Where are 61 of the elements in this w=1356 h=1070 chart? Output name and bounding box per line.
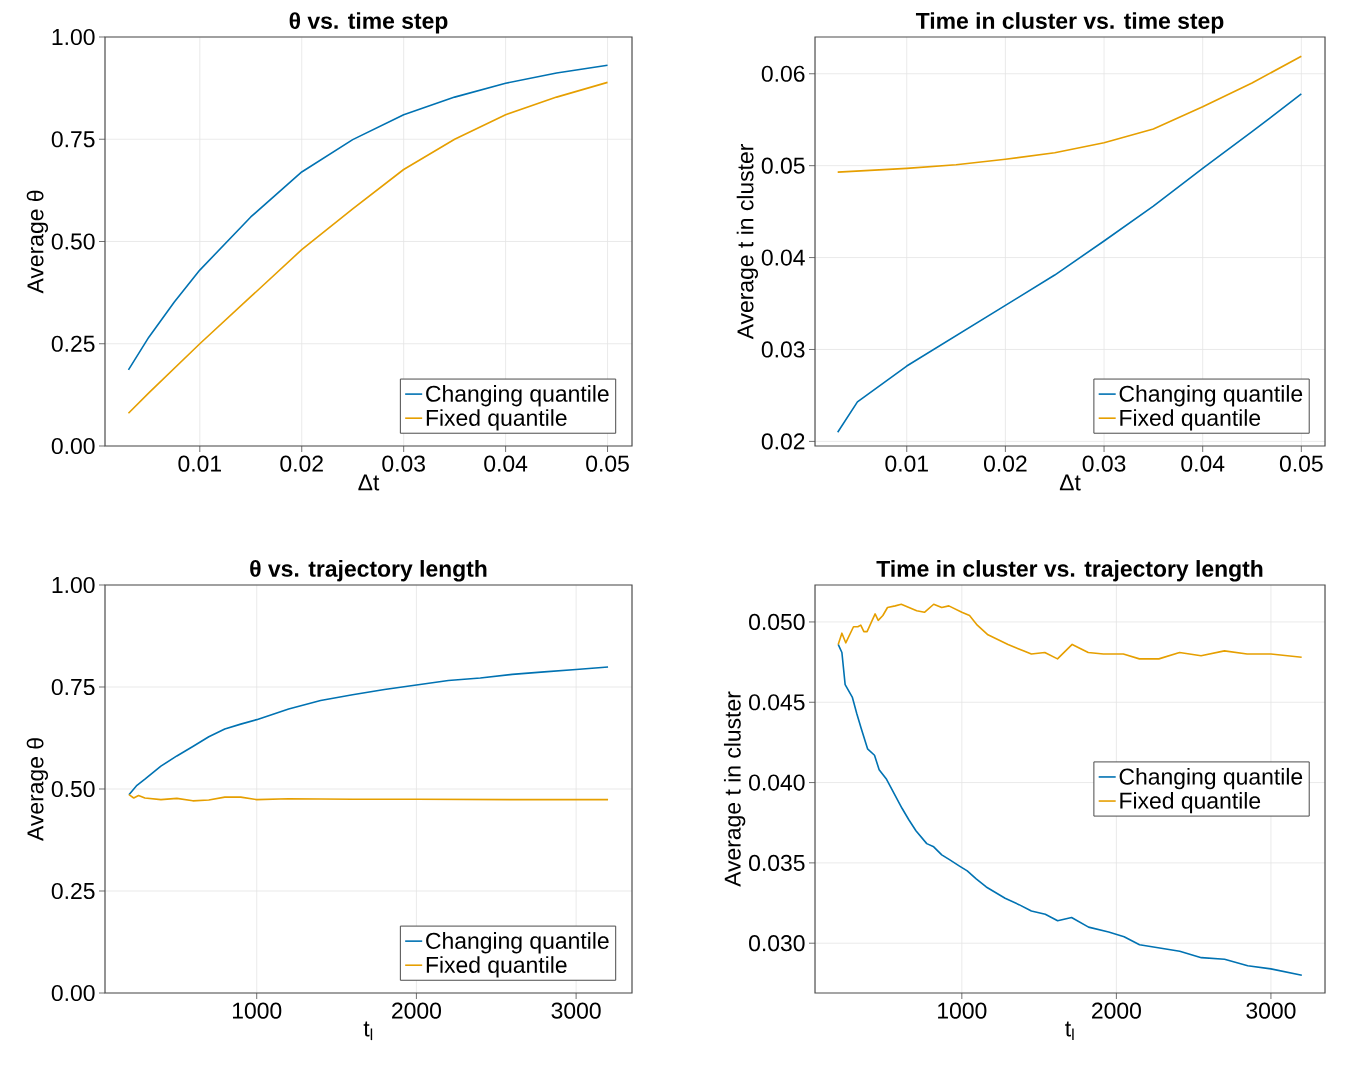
y-tick-label: 0.05 — [761, 157, 805, 174]
y-tick-label: 0.25 — [51, 882, 95, 900]
y-tick-label: 0.040 — [749, 774, 805, 791]
x-tick-label: 0.03 — [1082, 455, 1126, 472]
y-tick-label: 0.06 — [761, 65, 805, 82]
y-tick-label: 0.75 — [51, 678, 95, 696]
y-tick-label: 0.02 — [761, 433, 805, 450]
line-series — [836, 55, 1303, 173]
y-tick-label: 0.75 — [51, 131, 95, 148]
legend-label: Changing quantile — [1119, 767, 1303, 790]
legend-label: Changing quantile — [426, 385, 609, 407]
x-tick-label: 2000 — [392, 1002, 442, 1019]
legend-label: Changing quantile — [1119, 385, 1303, 407]
chart-title: Time in cluster vs. time step — [915, 12, 1224, 34]
x-tick-label: 0.04 — [484, 455, 528, 472]
x-tick-label: 0.01 — [885, 455, 928, 472]
y-tick-label: 0.04 — [761, 249, 805, 266]
x-tick-label: 3000 — [551, 1002, 601, 1019]
legend-label: Fixed quantile — [426, 409, 567, 431]
y-tick-label: 0.25 — [51, 335, 95, 352]
x-tick-label: 0.03 — [382, 455, 425, 472]
x-tick-label: 0.05 — [586, 455, 629, 472]
x-axis-title: Δt — [1059, 474, 1081, 491]
line-series — [128, 793, 609, 802]
y-tick-label: 1.00 — [52, 28, 95, 46]
y-tick-label: 0.03 — [761, 341, 805, 358]
y-axis-title: Average t in cluster — [736, 144, 759, 340]
line-series — [128, 666, 609, 796]
y-axis-title: Average θ — [26, 738, 49, 841]
x-axis-title: t$_{l}$ — [363, 1021, 373, 1041]
chart-title: θ vs. trajectory length — [250, 560, 487, 582]
y-tick-label: 0.00 — [51, 984, 95, 1002]
x-tick-label: 0.02 — [983, 455, 1027, 472]
chart-title: θ vs. time step — [289, 12, 448, 34]
x-tick-label: 1000 — [232, 1002, 282, 1019]
legend-label: Fixed quantile — [426, 956, 567, 978]
x-tick-label: 2000 — [1092, 1002, 1141, 1019]
y-tick-label: 0.050 — [749, 613, 805, 631]
legend-label: Fixed quantile — [1120, 791, 1261, 814]
legend-label: Changing quantile — [426, 932, 609, 954]
x-tick-label: 3000 — [1246, 1002, 1296, 1019]
y-tick-label: 0.030 — [749, 935, 805, 952]
chart-title: Time in cluster vs. trajectory length — [876, 560, 1263, 582]
y-tick-label: 0.50 — [51, 780, 95, 798]
y-tick-label: 0.50 — [51, 233, 95, 250]
x-tick-label: 0.04 — [1181, 455, 1225, 472]
line-series — [837, 603, 1303, 660]
line-series — [127, 64, 609, 371]
x-tick-label: 0.01 — [178, 455, 221, 472]
x-tick-label: 1000 — [938, 1002, 987, 1019]
x-tick-label: 0.02 — [280, 455, 323, 472]
y-axis-title: Average t in cluster — [723, 691, 746, 887]
x-axis-title: Δt — [358, 474, 380, 491]
y-axis-title: Average θ — [26, 190, 49, 294]
y-tick-label: 0.045 — [749, 694, 805, 711]
y-tick-label: 0.00 — [51, 437, 95, 455]
x-tick-label: 0.05 — [1279, 455, 1323, 472]
x-axis-title: t$_{l}$ — [1065, 1021, 1074, 1041]
legend-label: Fixed quantile — [1120, 409, 1261, 431]
y-tick-label: 1.00 — [52, 576, 95, 594]
y-tick-label: 0.035 — [749, 854, 805, 871]
